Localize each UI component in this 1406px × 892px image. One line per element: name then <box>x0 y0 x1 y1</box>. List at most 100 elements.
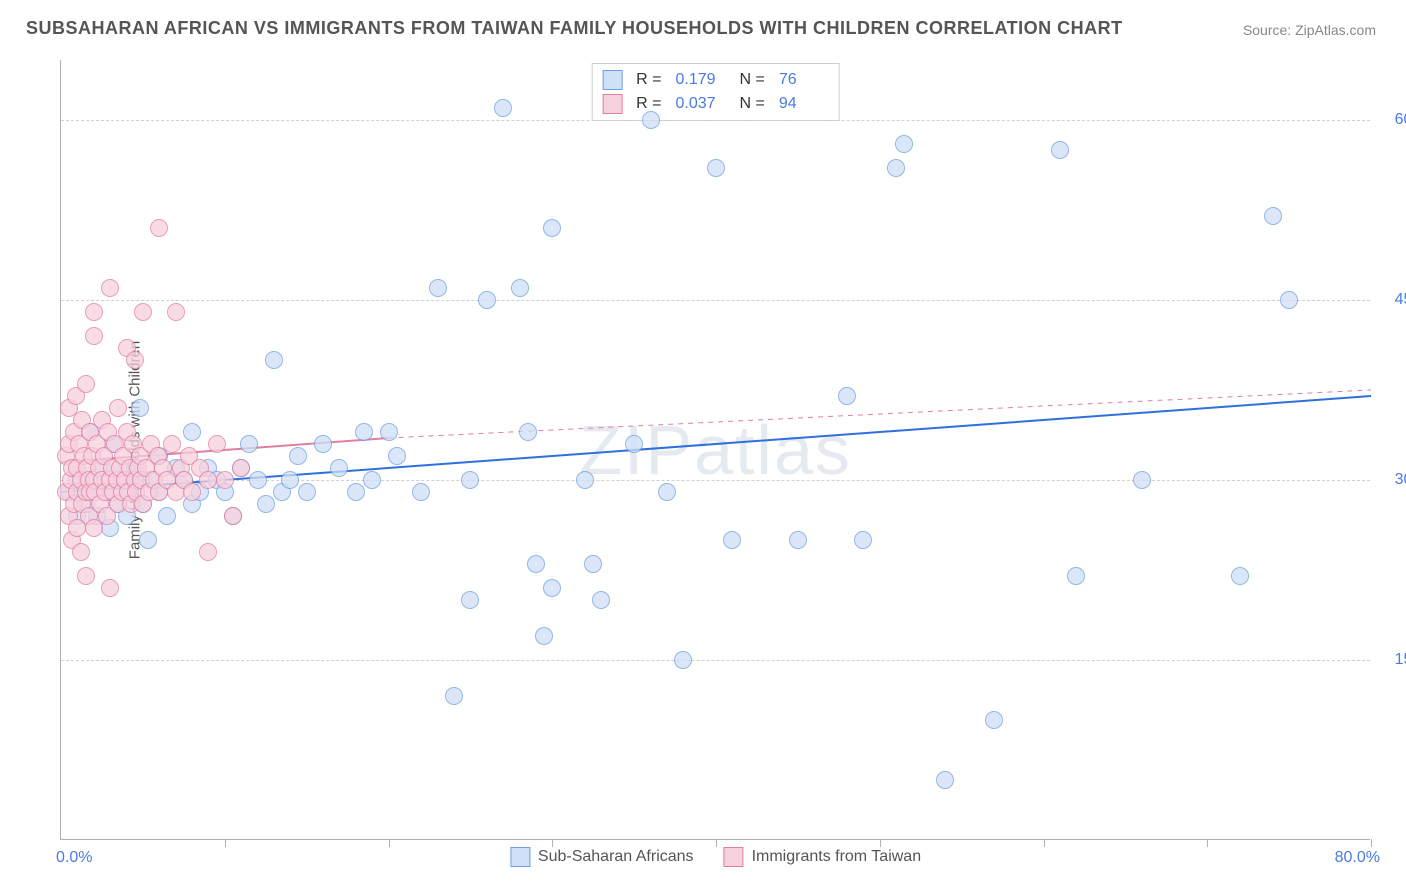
scatter-point <box>363 471 381 489</box>
scatter-point <box>289 447 307 465</box>
series-legend: Sub-Saharan Africans Immigrants from Taiw… <box>510 847 921 867</box>
scatter-point <box>101 579 119 597</box>
x-axis-max-label: 80.0% <box>1335 849 1380 867</box>
scatter-point <box>199 543 217 561</box>
r-label: R = <box>636 71 661 89</box>
scatter-point <box>388 447 406 465</box>
scatter-point <box>1051 141 1069 159</box>
source-label: Source: ZipAtlas.com <box>1243 22 1376 38</box>
x-tick <box>1044 839 1045 847</box>
y-tick-label: 60.0% <box>1380 111 1406 129</box>
scatter-point <box>543 219 561 237</box>
gridline <box>61 120 1370 121</box>
x-tick <box>716 839 717 847</box>
scatter-point <box>183 483 201 501</box>
scatter-point <box>330 459 348 477</box>
scatter-point <box>461 471 479 489</box>
scatter-point <box>265 351 283 369</box>
scatter-point <box>985 711 1003 729</box>
scatter-point <box>77 567 95 585</box>
plot-area: Family Households with Children ZIPatlas… <box>60 60 1370 840</box>
scatter-point <box>281 471 299 489</box>
scatter-point <box>183 423 201 441</box>
scatter-point <box>240 435 258 453</box>
scatter-point <box>1067 567 1085 585</box>
correlation-legend: R =0.179N =76R =0.037N =94 <box>591 63 840 121</box>
scatter-point <box>208 435 226 453</box>
scatter-point <box>1231 567 1249 585</box>
scatter-point <box>139 531 157 549</box>
scatter-point <box>314 435 332 453</box>
scatter-point <box>298 483 316 501</box>
scatter-point <box>707 159 725 177</box>
scatter-point <box>101 279 119 297</box>
x-tick <box>880 839 881 847</box>
scatter-point <box>887 159 905 177</box>
scatter-point <box>625 435 643 453</box>
scatter-point <box>854 531 872 549</box>
x-tick <box>1207 839 1208 847</box>
scatter-point <box>535 627 553 645</box>
scatter-point <box>723 531 741 549</box>
x-axis-min-label: 0.0% <box>56 849 92 867</box>
scatter-point <box>519 423 537 441</box>
scatter-point <box>167 303 185 321</box>
n-label: N = <box>740 95 765 113</box>
scatter-point <box>150 219 168 237</box>
scatter-point <box>131 399 149 417</box>
scatter-point <box>494 99 512 117</box>
scatter-point <box>257 495 275 513</box>
scatter-point <box>527 555 545 573</box>
legend-item: Immigrants from Taiwan <box>724 847 922 867</box>
scatter-point <box>109 399 127 417</box>
scatter-point <box>1133 471 1151 489</box>
scatter-point <box>249 471 267 489</box>
y-tick-label: 30.0% <box>1380 471 1406 489</box>
x-tick <box>1371 839 1372 847</box>
legend-swatch <box>510 847 530 867</box>
scatter-point <box>895 135 913 153</box>
y-tick-label: 45.0% <box>1380 291 1406 309</box>
scatter-point <box>380 423 398 441</box>
scatter-point <box>77 375 95 393</box>
scatter-point <box>1280 291 1298 309</box>
scatter-point <box>429 279 447 297</box>
scatter-point <box>543 579 561 597</box>
scatter-point <box>347 483 365 501</box>
legend-row: R =0.179N =76 <box>602 68 829 92</box>
scatter-point <box>461 591 479 609</box>
n-value: 94 <box>779 95 829 113</box>
r-value: 0.179 <box>676 71 726 89</box>
scatter-point <box>511 279 529 297</box>
x-tick <box>225 839 226 847</box>
scatter-point <box>592 591 610 609</box>
scatter-point <box>478 291 496 309</box>
legend-swatch <box>602 94 622 114</box>
n-value: 76 <box>779 71 829 89</box>
scatter-point <box>642 111 660 129</box>
scatter-point <box>355 423 373 441</box>
scatter-point <box>789 531 807 549</box>
scatter-point <box>216 471 234 489</box>
gridline <box>61 660 1370 661</box>
gridline <box>61 300 1370 301</box>
legend-item: Sub-Saharan Africans <box>510 847 694 867</box>
scatter-point <box>134 303 152 321</box>
x-tick <box>389 839 390 847</box>
scatter-point <box>1264 207 1282 225</box>
scatter-point <box>658 483 676 501</box>
scatter-point <box>232 459 250 477</box>
y-tick-label: 15.0% <box>1380 651 1406 669</box>
scatter-point <box>445 687 463 705</box>
r-value: 0.037 <box>676 95 726 113</box>
legend-label: Immigrants from Taiwan <box>752 848 922 866</box>
scatter-point <box>163 435 181 453</box>
legend-label: Sub-Saharan Africans <box>538 848 694 866</box>
scatter-point <box>85 327 103 345</box>
scatter-point <box>126 351 144 369</box>
scatter-point <box>576 471 594 489</box>
scatter-point <box>674 651 692 669</box>
x-tick <box>552 839 553 847</box>
scatter-point <box>224 507 242 525</box>
scatter-point <box>158 507 176 525</box>
